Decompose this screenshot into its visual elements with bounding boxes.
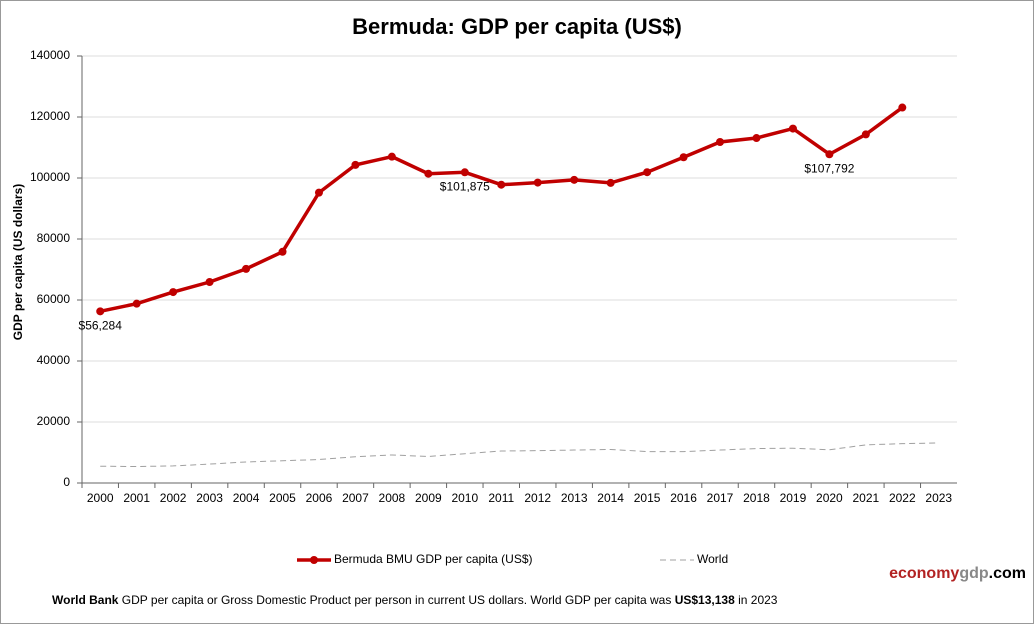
source-text: in 2023 [738, 593, 778, 607]
x-tick-label: 2016 [670, 491, 697, 505]
data-label: $107,792 [804, 161, 854, 175]
brand-part: .com [989, 565, 1026, 582]
brand-part: economy [889, 565, 959, 582]
data-point [424, 169, 433, 178]
data-point [169, 288, 178, 297]
x-tick-label: 2011 [488, 491, 514, 505]
chart-title: Bermuda: GDP per capita (US$) [352, 14, 682, 39]
data-label: $56,284 [79, 319, 123, 333]
x-tick-label: 2012 [524, 491, 551, 505]
y-tick-label: 0 [63, 475, 70, 489]
data-point [570, 175, 579, 184]
y-tick-label: 80000 [37, 231, 71, 245]
x-tick-label: 2023 [925, 491, 952, 505]
data-point [242, 264, 251, 273]
x-tick-label: 2003 [196, 491, 223, 505]
data-point [606, 178, 615, 187]
data-point [96, 307, 105, 316]
x-tick-label: 2008 [379, 491, 406, 505]
data-point [205, 278, 214, 287]
x-tick-label: 2001 [123, 491, 150, 505]
x-tick-label: 2021 [853, 491, 880, 505]
x-tick-label: 2010 [451, 491, 478, 505]
data-point [861, 130, 870, 139]
legend-label: Bermuda BMU GDP per capita (US$) [334, 552, 533, 566]
x-tick-label: 2004 [233, 491, 260, 505]
data-point [752, 134, 761, 143]
brand: economygdp.com [889, 565, 1026, 582]
data-point [278, 247, 287, 256]
x-tick-label: 2018 [743, 491, 770, 505]
y-tick-label: 60000 [37, 292, 71, 306]
data-point [898, 103, 907, 112]
data-point [351, 160, 360, 169]
data-point [460, 168, 469, 177]
legend-label: World [697, 552, 728, 566]
source-bold: World Bank [52, 593, 119, 607]
data-point [716, 138, 725, 147]
y-tick-label: 120000 [30, 109, 70, 123]
data-point [497, 180, 506, 189]
source-text: GDP per capita or Gross Domestic Product… [122, 593, 672, 607]
x-tick-label: 2014 [597, 491, 624, 505]
y-tick-label: 40000 [37, 353, 71, 367]
source-note: World Bank GDP per capita or Gross Domes… [52, 593, 778, 607]
x-tick-label: 2006 [306, 491, 333, 505]
data-point [679, 153, 688, 162]
data-point [643, 168, 652, 177]
data-point [387, 152, 396, 161]
data-point [825, 150, 834, 159]
x-tick-label: 2013 [561, 491, 588, 505]
y-tick-label: 140000 [30, 48, 70, 62]
x-tick-label: 2007 [342, 491, 369, 505]
x-tick-label: 2017 [707, 491, 734, 505]
data-point [314, 188, 323, 197]
x-tick-label: 2005 [269, 491, 296, 505]
x-tick-label: 2019 [780, 491, 807, 505]
plot-area [82, 56, 957, 483]
brand-part: gdp [959, 565, 989, 582]
x-tick-label: 2015 [634, 491, 661, 505]
y-tick-label: 20000 [37, 414, 71, 428]
x-tick-label: 2000 [87, 491, 114, 505]
x-tick-label: 2009 [415, 491, 442, 505]
data-point [533, 178, 542, 187]
x-tick-label: 2002 [160, 491, 187, 505]
data-point [788, 124, 797, 133]
x-tick-label: 2020 [816, 491, 843, 505]
legend-marker [310, 556, 318, 564]
x-tick-label: 2022 [889, 491, 916, 505]
y-tick-label: 100000 [30, 170, 70, 184]
data-point [132, 299, 141, 308]
data-label: $101,875 [440, 179, 490, 193]
source-value: US$13,138 [675, 593, 735, 607]
y-axis-label: GDP per capita (US dollars) [11, 184, 25, 341]
